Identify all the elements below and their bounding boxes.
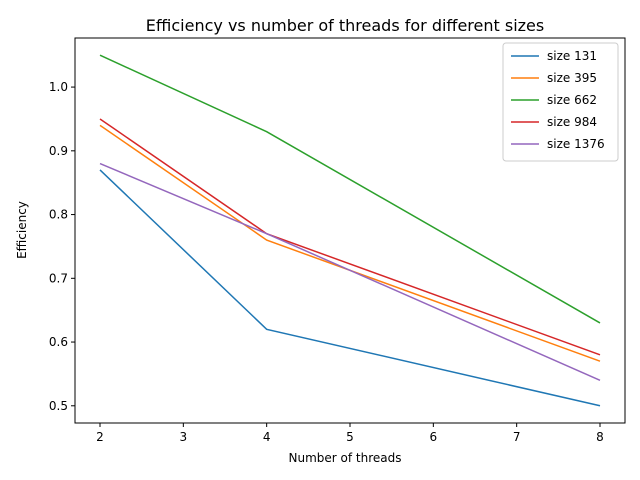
y-tick-label: 1.0	[49, 80, 68, 94]
y-axis-ticks: 0.5 0.6 0.7 0.8 0.9 1.0	[49, 80, 75, 413]
x-tick-label: 6	[430, 430, 438, 444]
y-tick-label: 0.7	[49, 271, 68, 285]
legend-label-2: size 395	[547, 71, 597, 85]
legend-label-3: size 662	[547, 93, 597, 107]
legend-label-1: size 131	[547, 49, 597, 63]
legend-label-4: size 984	[547, 115, 597, 129]
y-tick-label: 0.5	[49, 399, 68, 413]
x-tick-label: 5	[346, 430, 354, 444]
legend: size 131 size 395 size 662 size 984 size 137…	[502, 42, 619, 162]
chart-title: Efficiency vs number of threads for diff…	[146, 16, 544, 35]
y-tick-label: 0.8	[49, 208, 68, 222]
y-axis-label: Efficiency	[15, 201, 29, 259]
x-tick-label: 3	[180, 430, 188, 444]
series-line-3	[99, 54, 601, 324]
series-line-1	[99, 169, 601, 407]
x-tick-label: 4	[263, 430, 271, 444]
y-tick-label: 0.6	[49, 335, 68, 349]
series-line-2	[99, 124, 601, 362]
x-tick-label: 2	[96, 430, 104, 444]
legend-box	[502, 42, 619, 162]
x-tick-label: 7	[513, 430, 521, 444]
legend-label-5: size 1376	[547, 137, 605, 151]
series-layer	[99, 54, 601, 407]
plot-frame	[74, 37, 626, 424]
x-axis-label: Number of threads	[289, 451, 402, 465]
x-tick-label: 8	[596, 430, 604, 444]
x-axis-ticks: 2 3 4 5 6 7 8	[96, 423, 604, 444]
series-line-5	[99, 162, 601, 381]
y-tick-label: 0.9	[49, 144, 68, 158]
